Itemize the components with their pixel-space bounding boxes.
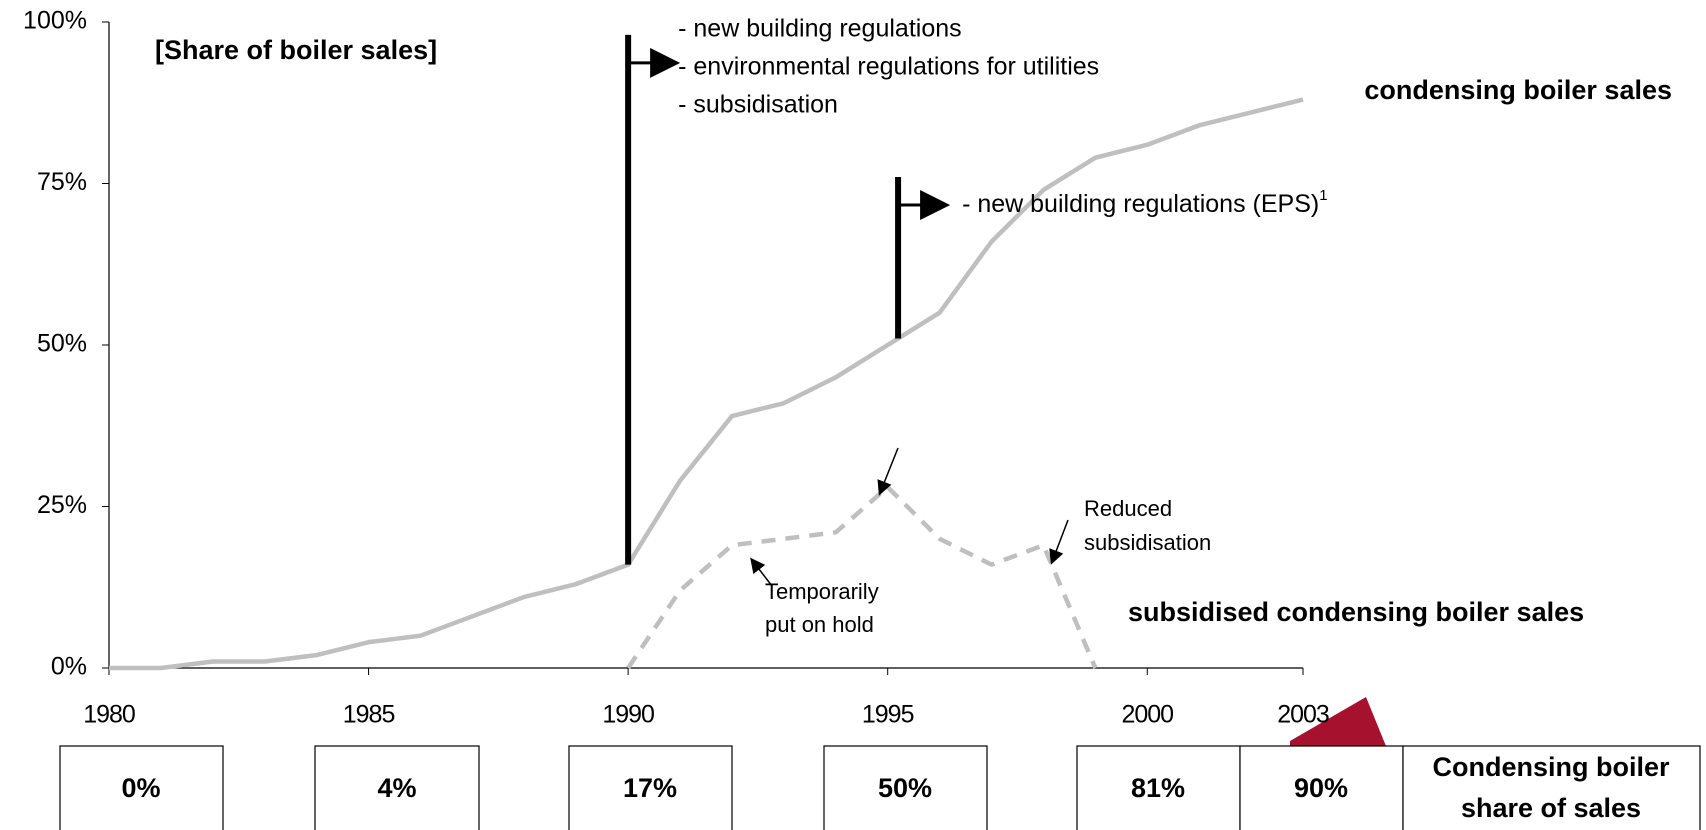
decoration [1290, 697, 1388, 751]
series-label: subsidised condensing boiler sales [1128, 597, 1584, 627]
y-tick-label: 100% [23, 7, 87, 35]
y-tick-label: 50% [37, 330, 87, 358]
event-text: - new building regulations [678, 15, 962, 43]
table-title: Condensing boiler [1432, 752, 1669, 782]
table-cell: 90% [1294, 773, 1348, 803]
x-tick-label: 2000 [1121, 701, 1173, 729]
y-tick-label: 25% [37, 491, 87, 519]
annotation: Reduced [1084, 496, 1172, 521]
annotation-arrow [877, 447, 899, 496]
table-title: share of sales [1461, 793, 1641, 823]
x-tick-label: 1995 [862, 701, 914, 729]
table-cell: 81% [1131, 773, 1185, 803]
superscript: 1 [1319, 187, 1327, 204]
annotation: Temporarily [765, 579, 879, 604]
line-series [626, 484, 1098, 670]
event-text: - environmental regulations for utilitie… [678, 53, 1099, 81]
x-tick-label: 1985 [343, 701, 395, 729]
table-cell: 4% [377, 773, 416, 803]
annotation: subsidisation [1084, 530, 1211, 555]
share-table [59, 745, 1701, 830]
line-series [109, 97, 1304, 671]
event-text: - new building regulations (EPS) [962, 190, 1319, 218]
plot-area: 0% 25% 50% 75% 100% 1980 1985 1990 1995 2000 2003 -… [23, 7, 1330, 729]
annotation-arrow [750, 557, 773, 587]
x-tick-label: 1990 [602, 701, 654, 729]
y-tick-label: 75% [37, 168, 87, 196]
y-tick-label: 0% [51, 653, 87, 681]
table-cell: 50% [878, 773, 932, 803]
annotation-arrow [1049, 519, 1069, 565]
x-tick-label: 2003 [1277, 701, 1329, 729]
event-text: - new building regulations (EPS)1 [962, 187, 1327, 218]
event-text: - subsidisation [678, 91, 838, 119]
annotation: put on hold [765, 612, 874, 637]
chart-title: [Share of boiler sales] [155, 35, 437, 65]
x-tick-label: 1980 [83, 701, 135, 729]
table-cell: 0% [121, 773, 160, 803]
table-cell: 17% [623, 773, 677, 803]
series-label: condensing boiler sales [1364, 75, 1672, 105]
